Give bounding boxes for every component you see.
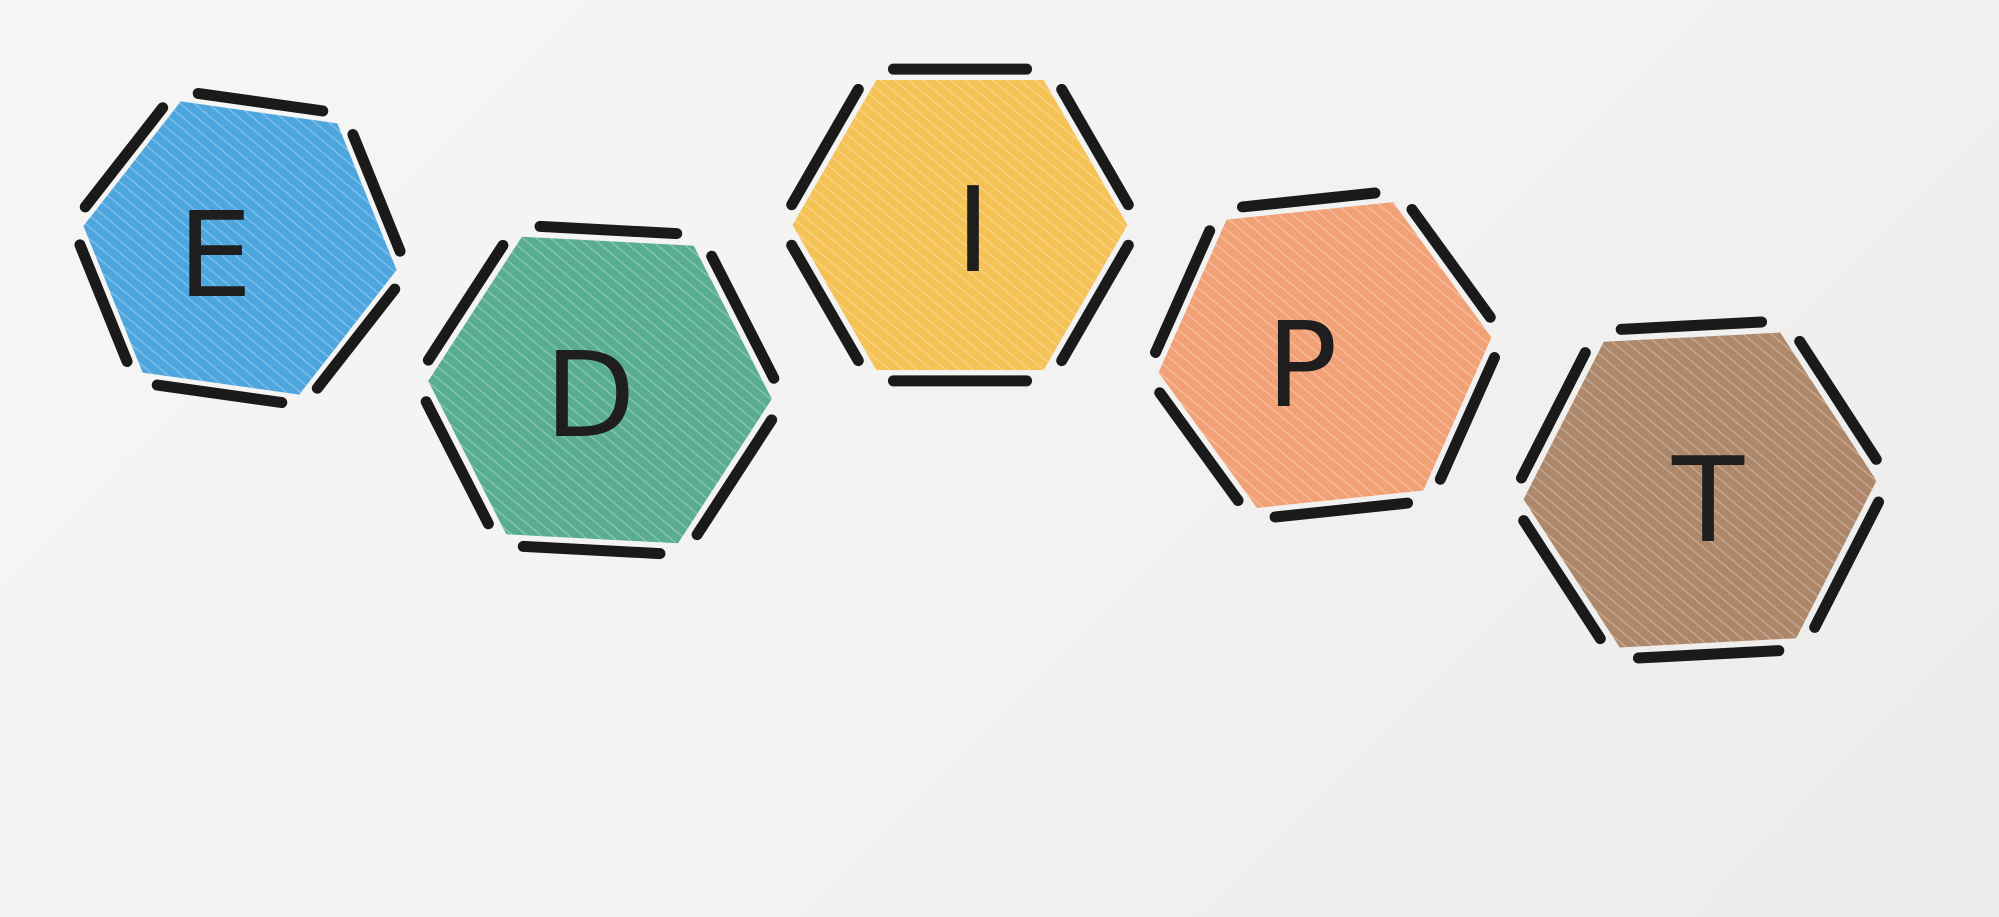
- marker-edge: [1150, 225, 1216, 358]
- tile-letter-t: T: [1671, 431, 1745, 569]
- hexagon-tile-t: T: [1515, 316, 1885, 664]
- marker-edge: [1434, 352, 1500, 485]
- marker-edge: [420, 396, 494, 530]
- marker-edge: [311, 283, 401, 394]
- marker-edge: [1406, 203, 1496, 323]
- tile-letter-d: D: [545, 326, 636, 464]
- crayon-hatch-texture: [428, 236, 772, 544]
- tile-letter-e: E: [178, 186, 253, 324]
- marker-edge: [192, 87, 329, 117]
- crayon-hatch-texture: [792, 80, 1128, 370]
- marker-edge: [1056, 83, 1134, 211]
- marker-edge: [706, 250, 780, 384]
- marker-edge: [517, 540, 666, 560]
- marker-edge: [1809, 496, 1885, 633]
- marker-edge: [1794, 335, 1882, 465]
- marker-edge: [534, 220, 683, 240]
- marker-edge: [1154, 387, 1244, 507]
- marker-edge: [422, 239, 509, 366]
- marker-edge: [786, 83, 864, 211]
- hexagon-tile-p: P: [1150, 187, 1500, 523]
- marker-edge: [74, 239, 133, 367]
- marker-edge: [347, 129, 406, 257]
- hexagon-tile-e: E: [74, 87, 406, 409]
- marker-edge: [1515, 347, 1591, 484]
- marker-edge: [1615, 316, 1768, 335]
- crayon-hatch-texture: [83, 101, 397, 395]
- marker-edge: [1236, 187, 1381, 213]
- tile-letter-i: I: [956, 161, 991, 299]
- marker-edge: [1632, 645, 1785, 664]
- marker-edge: [1269, 497, 1414, 523]
- marker-edge: [1518, 515, 1606, 645]
- crayon-hatch-texture: [1523, 332, 1877, 648]
- hexagon-tile-d: D: [420, 220, 780, 560]
- marker-edge: [1056, 239, 1134, 367]
- crayon-hatch-texture: [1158, 202, 1492, 508]
- tile-letter-p: P: [1266, 296, 1337, 434]
- marker-edge: [691, 414, 778, 541]
- marker-edge: [79, 102, 169, 213]
- marker-edge: [151, 379, 288, 409]
- marker-edge: [786, 239, 864, 367]
- hexagon-tile-i: I: [786, 63, 1134, 387]
